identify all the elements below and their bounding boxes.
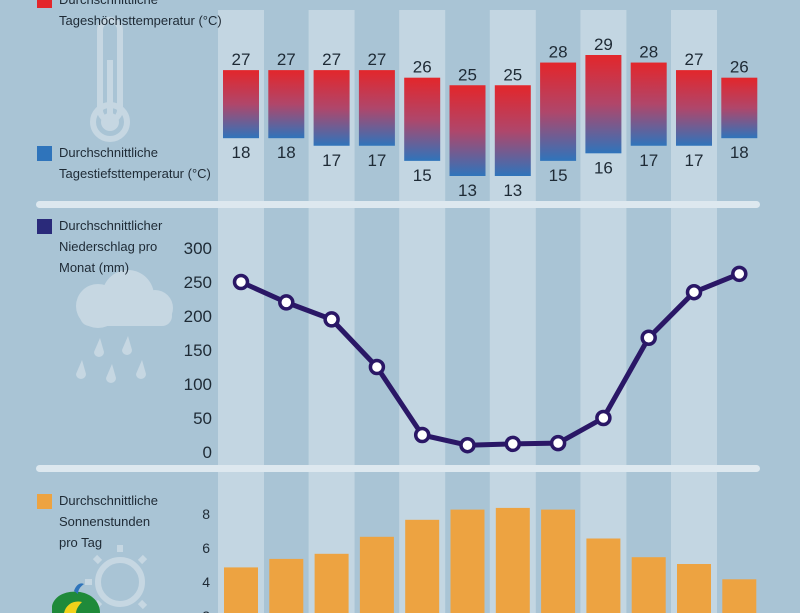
max-temp-legend-swatch	[37, 0, 52, 8]
max-temp-label: 27	[367, 50, 386, 69]
precip-legend-swatch	[37, 219, 52, 234]
precip-y-tick: 100	[184, 375, 212, 394]
temp-range-bar	[404, 77, 441, 161]
precip-point	[368, 358, 386, 376]
logo-globe-icon	[52, 583, 100, 613]
sun-legend-swatch	[37, 494, 52, 509]
temp-range-bar	[449, 85, 486, 176]
precip-y-tick: 250	[184, 273, 212, 292]
precip-point	[640, 329, 657, 347]
max-temp-label: 27	[232, 50, 251, 69]
precip-point	[731, 265, 748, 283]
precip-point	[504, 435, 522, 453]
sun-icon	[85, 545, 148, 610]
sun-y-tick: 6	[202, 540, 210, 556]
rain-cloud-icon	[76, 270, 173, 383]
max-temp-label: 26	[730, 58, 749, 77]
max-temp-legend: Durchschnittliche Tageshöchsttemperatur …	[59, 0, 222, 31]
min-temp-label: 17	[685, 151, 704, 170]
precip-legend-line1: Durchschnittlicher	[59, 218, 163, 233]
sun-y-tick: 2	[202, 608, 210, 613]
min-temp-label: 18	[277, 143, 296, 162]
sun-bar	[677, 564, 711, 613]
max-temp-label: 28	[639, 43, 658, 62]
min-temp-label: 17	[639, 151, 658, 170]
temp-range-bar	[313, 70, 350, 146]
max-temp-label: 28	[549, 43, 568, 62]
precip-point	[232, 273, 250, 291]
sun-bar	[722, 579, 757, 613]
precip-y-tick: 200	[184, 307, 212, 326]
sun-bar	[450, 509, 485, 613]
precip-legend-line2: Niederschlag pro	[59, 239, 158, 254]
min-temp-legend: Durchschnittliche Tagestiefsttemperatur …	[59, 142, 211, 184]
temp-range-bar	[585, 55, 622, 154]
sun-bar	[359, 536, 394, 613]
precip-legend-line3: Monat (mm)	[59, 260, 130, 275]
sun-bar	[541, 509, 576, 613]
min-temp-legend-line2: Tagestiefsttemperatur (°C)	[59, 166, 211, 181]
min-temp-label: 17	[322, 151, 341, 170]
min-temp-label: 16	[594, 158, 613, 177]
sun-y-tick: 4	[202, 574, 210, 590]
max-temp-label: 27	[685, 50, 704, 69]
temp-range-bar	[223, 70, 259, 139]
sun-bar	[405, 519, 440, 613]
temp-range-bar	[358, 70, 395, 146]
temp-range-bar	[540, 62, 577, 161]
max-temp-label: 26	[413, 58, 432, 77]
min-temp-label: 15	[549, 166, 568, 185]
min-temp-legend-line1: Durchschnittliche	[59, 145, 158, 160]
max-temp-label: 27	[277, 50, 296, 69]
max-temp-legend-line1: Durchschnittliche	[59, 0, 222, 10]
min-temp-label: 15	[413, 166, 432, 185]
precip-point	[323, 311, 340, 328]
sun-legend-line2: Sonnenstunden	[59, 514, 151, 529]
section-divider	[36, 465, 760, 472]
sun-y-tick: 8	[202, 506, 210, 522]
sun-bar	[495, 507, 530, 613]
precip-point	[549, 434, 567, 452]
max-temp-label: 27	[322, 50, 341, 69]
min-temp-label: 13	[503, 181, 522, 200]
min-temp-label: 17	[367, 151, 386, 170]
temp-range-bar	[676, 70, 712, 146]
thermometer-icon	[90, 17, 130, 142]
section-divider	[36, 201, 760, 208]
precip-point	[278, 294, 295, 311]
min-temp-label: 13	[458, 181, 477, 200]
sun-legend-line3: pro Tag	[59, 535, 103, 550]
temp-range-bar	[494, 85, 531, 176]
precip-point	[413, 426, 431, 444]
max-temp-legend-line2: Tageshöchsttemperatur (°C)	[59, 13, 222, 28]
max-temp-label: 29	[594, 35, 613, 54]
min-temp-label: 18	[232, 143, 251, 162]
temp-range-bar	[268, 70, 305, 139]
sun-bar	[224, 567, 258, 613]
min-temp-legend-swatch	[37, 146, 52, 161]
precip-y-tick: 300	[184, 239, 212, 258]
temp-range-bar	[721, 77, 758, 139]
sun-bar	[631, 557, 666, 613]
sun-legend: Durchschnittliche Sonnenstunden pro Tag	[59, 490, 158, 553]
max-temp-label: 25	[458, 65, 477, 84]
min-temp-label: 18	[730, 143, 749, 162]
sun-legend-line1: Durchschnittliche	[59, 493, 158, 508]
precip-point	[685, 283, 703, 301]
sun-bar	[269, 558, 304, 613]
max-temp-label: 25	[503, 65, 522, 84]
precip-y-tick: 50	[193, 409, 212, 428]
precip-point	[595, 409, 612, 427]
precip-y-tick: 0	[203, 443, 212, 462]
precip-point	[459, 436, 476, 454]
sun-bar	[314, 553, 349, 613]
temp-range-bar	[630, 62, 667, 146]
sun-bar	[586, 538, 621, 613]
precip-legend: Durchschnittlicher Niederschlag pro Mona…	[59, 215, 162, 278]
precip-y-tick: 150	[184, 341, 212, 360]
